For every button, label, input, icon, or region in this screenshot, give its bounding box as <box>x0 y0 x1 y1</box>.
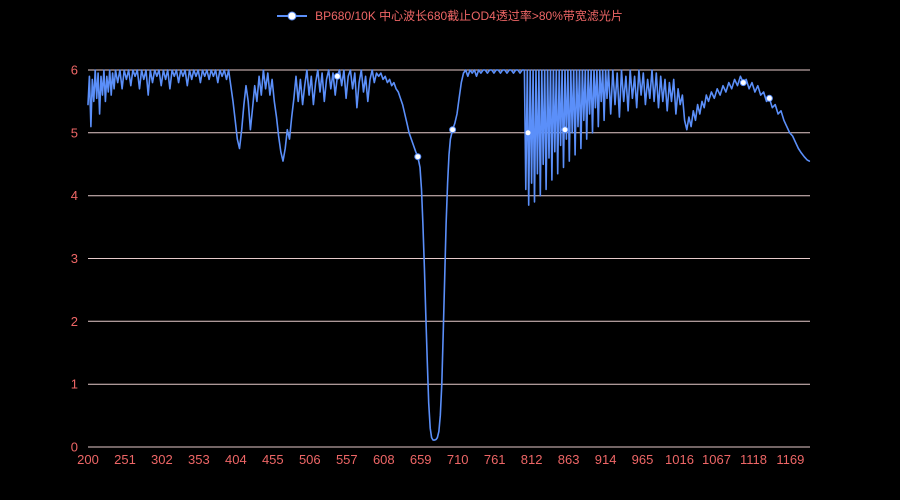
x-tick-label: 965 <box>632 452 654 467</box>
y-tick-label: 6 <box>71 63 78 78</box>
x-tick-label: 1118 <box>740 452 767 467</box>
x-tick-label: 557 <box>336 452 358 467</box>
x-tick-label: 914 <box>595 452 617 467</box>
x-tick-label: 1169 <box>776 452 804 467</box>
x-tick-label: 455 <box>262 452 284 467</box>
legend-line-icon <box>277 10 308 21</box>
x-tick-label: 251 <box>114 452 136 467</box>
data-point-marker <box>414 153 422 161</box>
y-tick-label: 5 <box>71 125 78 140</box>
data-point-marker <box>524 129 532 137</box>
x-tick-label: 404 <box>225 452 247 467</box>
y-tick-label: 3 <box>71 251 78 266</box>
x-tick-label: 1067 <box>702 452 731 467</box>
data-point-marker <box>765 94 773 102</box>
x-tick-label: 506 <box>299 452 321 467</box>
x-tick-label: 1016 <box>665 452 694 467</box>
data-point-marker <box>739 79 747 87</box>
legend-item[interactable]: BP680/10K 中心波长680截止OD4透过率>80%带宽滤光片 <box>0 7 900 24</box>
x-tick-label: 710 <box>447 452 469 467</box>
y-tick-label: 0 <box>71 440 78 455</box>
x-tick-label: 863 <box>558 452 580 467</box>
legend-label: BP680/10K 中心波长680截止OD4透过率>80%带宽滤光片 <box>315 9 623 23</box>
y-tick-label: 4 <box>71 188 78 203</box>
x-tick-label: 353 <box>188 452 210 467</box>
x-tick-label: 761 <box>484 452 506 467</box>
x-tick-label: 608 <box>373 452 395 467</box>
y-tick-label: 1 <box>71 377 78 392</box>
y-tick-label: 2 <box>71 314 78 329</box>
x-tick-label: 812 <box>521 452 543 467</box>
data-point-marker <box>561 126 569 134</box>
x-tick-label: 200 <box>77 452 99 467</box>
series-line <box>87 69 811 441</box>
data-point-marker <box>333 72 341 80</box>
data-point-marker <box>449 126 457 134</box>
x-tick-label: 659 <box>410 452 432 467</box>
x-tick-label: 302 <box>151 452 173 467</box>
